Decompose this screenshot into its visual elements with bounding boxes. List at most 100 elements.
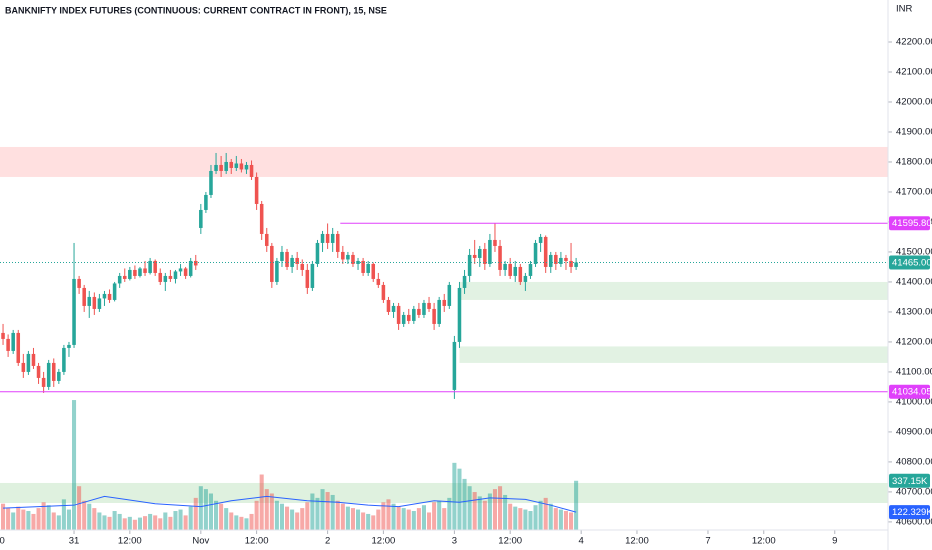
volume-label: 122.329K	[892, 507, 932, 518]
volume-bar	[432, 502, 437, 530]
candle-body	[204, 194, 208, 210]
volume-bar	[528, 511, 533, 530]
candle-body	[528, 263, 533, 276]
candle-body	[452, 341, 457, 390]
y-tick-label: 42000.00	[896, 96, 932, 107]
zone	[459, 281, 888, 300]
candle-body	[554, 254, 558, 264]
candle-body	[488, 239, 492, 264]
candle-body	[97, 298, 102, 309]
volume-label: 337.15K	[892, 476, 928, 487]
volume-bar	[503, 494, 508, 530]
volume-bar	[153, 515, 158, 530]
price-label-box	[889, 216, 930, 231]
y-tick-label: 40700.00	[896, 486, 932, 497]
x-tick-label: 12:00	[245, 536, 269, 547]
x-tick-label: 12:00	[625, 536, 649, 547]
candle-body	[335, 233, 340, 252]
volume-bar	[214, 500, 219, 530]
candle-body	[31, 353, 36, 366]
candle-body	[259, 203, 264, 234]
volume-bar	[538, 500, 543, 530]
y-tick-label: 40600.00	[896, 516, 932, 527]
candle-body	[275, 260, 279, 282]
volume-bar	[122, 518, 127, 530]
volume-bar	[340, 503, 345, 530]
y-tick-label: 41800.00	[896, 156, 932, 167]
candle-body	[503, 263, 507, 270]
volume-bar	[533, 505, 538, 530]
candle-body	[51, 362, 56, 381]
candle-body	[92, 296, 97, 309]
volume-bar	[56, 515, 61, 530]
candle-body	[406, 314, 411, 321]
volume-bar	[254, 500, 259, 530]
candle-body	[280, 251, 284, 261]
volume-bar	[406, 509, 411, 530]
volume-bar	[376, 509, 381, 530]
volume-bar	[472, 492, 477, 530]
candle-body	[117, 275, 122, 284]
candle-body	[285, 251, 289, 267]
volume-bar	[168, 516, 173, 530]
x-tick-label: 12:00	[0, 536, 5, 547]
candle-body	[254, 176, 259, 204]
candle-body	[437, 299, 441, 324]
volume-bar	[178, 509, 183, 530]
volume-bar	[563, 511, 568, 530]
candle-body	[77, 278, 81, 288]
volume-bar	[498, 486, 503, 530]
candle-body	[62, 347, 66, 372]
x-tick-label: 2	[325, 536, 330, 547]
volume-bar	[492, 489, 497, 530]
volume-bar	[279, 503, 284, 530]
candle-body	[199, 209, 203, 228]
volume-bar	[244, 518, 249, 530]
volume-bar	[553, 508, 558, 530]
candle-body	[432, 308, 436, 324]
candle-body	[325, 233, 330, 243]
volume-bar	[427, 512, 432, 530]
candle-body	[16, 332, 21, 363]
candle-body	[168, 275, 173, 279]
volume-bar	[203, 489, 208, 530]
volume-bar	[51, 512, 56, 530]
x-tick-label: 12:00	[498, 536, 522, 547]
candle-body	[417, 308, 421, 315]
volume-bar	[66, 509, 71, 530]
candle-body	[148, 260, 152, 273]
x-tick-label: 12:00	[372, 536, 396, 547]
volume-bar	[193, 497, 198, 530]
candle-body	[26, 353, 31, 372]
candle-body	[315, 242, 320, 264]
volume-bar	[523, 509, 528, 530]
y-tick-label: 41400.00	[896, 276, 932, 287]
candle-body	[143, 268, 147, 273]
volume-bar	[31, 513, 36, 530]
volume-ma-line	[3, 495, 577, 513]
volume-bar	[72, 400, 77, 530]
candle-body	[229, 161, 234, 168]
volume-bar	[295, 512, 300, 530]
candle-body	[107, 293, 112, 300]
volume-bar	[249, 513, 254, 530]
candle-body	[376, 278, 381, 285]
y-tick-label: 42100.00	[896, 67, 932, 78]
candle-body	[467, 254, 472, 276]
candle-body	[518, 266, 523, 282]
volume-bar	[102, 515, 107, 530]
candle-body	[300, 263, 305, 270]
volume-bar	[457, 468, 462, 530]
candle-body	[330, 233, 335, 243]
candle-body	[163, 275, 168, 282]
candle-body	[11, 332, 15, 351]
volume-bar	[137, 517, 142, 530]
candle-body	[396, 305, 401, 324]
volume-bar	[16, 506, 21, 530]
candle-body	[401, 314, 406, 324]
volume-bar	[234, 515, 239, 530]
volume-bar	[46, 505, 51, 530]
candle-body	[513, 266, 518, 276]
volume-bar	[36, 508, 41, 530]
y-tick-label: 41200.00	[896, 336, 932, 347]
